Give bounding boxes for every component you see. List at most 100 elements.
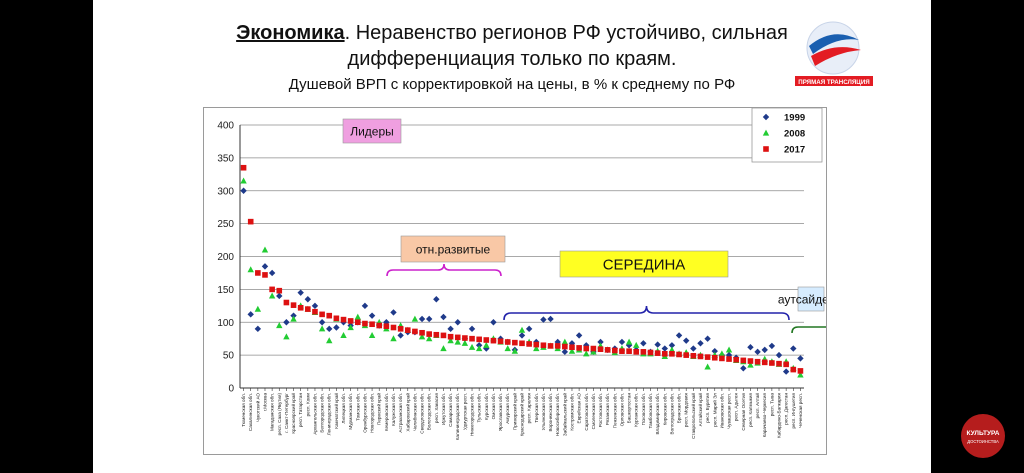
logo-caption: ПРЯМАЯ ТРАНСЛЯЦИЯ [798, 79, 870, 86]
point-1999 [333, 324, 340, 331]
point-2017 [240, 164, 247, 171]
category-label: Башкортостан [627, 393, 632, 424]
point-1999 [440, 313, 447, 321]
point-2008 [668, 346, 676, 353]
point-1999 [311, 302, 319, 310]
category-label: Курганская обл. [634, 393, 639, 427]
point-1999 [675, 332, 683, 339]
category-label: Новосибирская обл. [555, 393, 560, 436]
point-2017 [761, 359, 768, 366]
point-2017 [747, 358, 754, 364]
point-2017 [583, 345, 590, 352]
category-label: Ульяновская обл. [541, 393, 546, 430]
point-1999 [247, 311, 254, 318]
point-2017 [497, 338, 504, 345]
point-2008 [590, 348, 597, 355]
legend-label-2008: 2008 [784, 129, 805, 140]
point-1999 [561, 348, 569, 356]
annotation-leaders-label: Лидеры [350, 124, 394, 138]
point-2008 [475, 345, 483, 352]
category-label: Кемеровская обл. [384, 393, 389, 431]
point-1999 [761, 346, 768, 354]
broadcast-logo: ПРЯМАЯ ТРАНСЛЯЦИЯ [795, 21, 873, 86]
point-2017 [305, 306, 311, 312]
point-2017 [640, 349, 647, 355]
point-2008 [561, 338, 569, 345]
point-2008 [418, 333, 426, 340]
category-label: Чукотский АО [254, 393, 260, 423]
point-2017 [619, 348, 625, 354]
point-2017 [633, 349, 640, 355]
category-label: Астраханская обл. [398, 393, 403, 433]
category-label: респ. Дагестан [784, 393, 789, 425]
subtitle: Душевой ВРП с корректировкой на цены, в … [288, 76, 736, 93]
category-label: Хабаровский край [404, 393, 410, 432]
point-2008 [261, 246, 269, 253]
category-label: Омская обл. [491, 393, 496, 419]
annotation-developed-box [400, 235, 506, 263]
point-2008 [268, 292, 276, 299]
point-2008 [718, 350, 726, 357]
category-label: Кабардино-Балкария [777, 392, 782, 438]
point-1999 [782, 368, 790, 375]
y-tick-label: 400 [217, 121, 234, 132]
point-2017 [319, 311, 325, 318]
category-label: Челябинская обл. [412, 393, 417, 431]
legend-marker-2017 [763, 146, 769, 152]
point-2008 [390, 335, 397, 342]
point-1999 [383, 319, 390, 326]
category-label: Еврейская АО [576, 393, 582, 424]
legend-marker-1999 [762, 113, 770, 121]
point-2008 [504, 345, 511, 352]
point-2008 [276, 322, 283, 329]
brace-outsiders [791, 326, 826, 334]
point-2017 [526, 341, 532, 347]
point-2017 [562, 343, 568, 350]
point-2017 [776, 360, 782, 367]
point-2017 [647, 349, 654, 356]
category-label: Псковская обл. [641, 393, 646, 425]
category-label: Тамбовская обл. [648, 393, 653, 429]
category-label: Вологодская обл. [427, 393, 432, 430]
point-1999 [668, 342, 676, 349]
y-tick-label: 100 [217, 318, 234, 329]
category-label: Нижегородская обл. [470, 393, 475, 436]
point-1999 [697, 340, 704, 347]
point-2017 [533, 341, 540, 348]
category-label: респ. Тыва [769, 393, 774, 417]
point-2017 [340, 316, 347, 323]
category-label: Магаданская обл. [270, 393, 275, 431]
category-label: Пермский край [376, 393, 382, 425]
point-2008 [440, 345, 447, 352]
category-label: Карачаево-Черкесия [762, 392, 767, 437]
point-2017 [554, 343, 561, 349]
point-2017 [612, 347, 618, 354]
category-label: Чеченская респ. [798, 393, 803, 428]
point-2017 [669, 351, 675, 357]
legend-label-2017: 2017 [784, 145, 805, 156]
point-2017 [362, 320, 368, 327]
point-2017 [397, 326, 404, 332]
category-label: Приморский край [511, 393, 517, 431]
point-2017 [312, 308, 318, 315]
title-line-2: дифференциация только по краям. [347, 48, 677, 70]
logo-swoosh-blue [809, 34, 859, 54]
point-2008 [704, 363, 711, 370]
point-2008 [747, 361, 754, 368]
badge-line-2: ДОСТОИНСТВА [967, 439, 999, 444]
category-label: Саратовская обл. [584, 393, 589, 431]
category-label: Тюменская обл. [241, 393, 246, 427]
point-2017 [376, 322, 383, 329]
point-2008 [797, 371, 804, 378]
point-2017 [462, 335, 468, 341]
point-2008 [454, 338, 461, 345]
category-label: Алтайский край [697, 393, 703, 427]
point-2008 [411, 315, 419, 322]
point-2017 [440, 332, 447, 339]
point-1999 [490, 319, 497, 326]
point-1999 [525, 325, 533, 333]
point-2017 [519, 340, 525, 347]
point-2017 [283, 299, 290, 306]
category-label: респ. Калмыкия [748, 392, 753, 426]
point-2017 [676, 351, 682, 358]
